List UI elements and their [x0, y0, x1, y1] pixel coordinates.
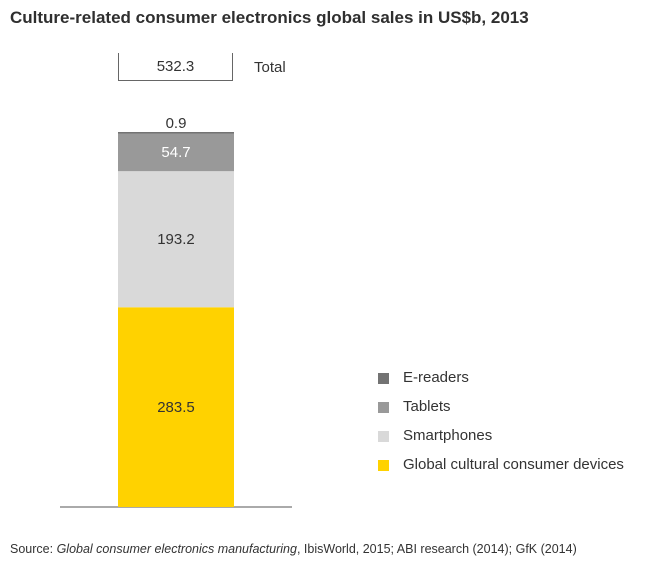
source-note: Source: Global consumer electronics manu… [10, 542, 577, 556]
total-label: Total [254, 59, 286, 76]
legend-label-e-readers: E-readers [403, 369, 469, 386]
data-label-tablets: 54.7 [161, 144, 190, 161]
bar-segment-tablets [118, 132, 234, 172]
chart-title: Culture-related consumer electronics glo… [10, 8, 529, 27]
source-prefix: Source: [10, 542, 57, 556]
legend-swatch-tablets [378, 402, 389, 413]
legend-swatch-smartphones [378, 431, 389, 442]
bar-segment-smartphones [118, 171, 234, 308]
legend-swatch-e-readers [378, 373, 389, 384]
source-rest: , IbisWorld, 2015; ABI research (2014); … [296, 542, 577, 556]
bar-segment-global-cultural-consumer-devices [118, 307, 234, 507]
legend-swatch-global-cultural-consumer-devices [378, 460, 389, 471]
data-label-global-cultural-consumer-devices: 283.5 [157, 399, 195, 416]
legend-label-smartphones: Smartphones [403, 427, 493, 444]
bar-segment-e-readers [118, 132, 234, 134]
legend-label-global-cultural-consumer-devices: Global cultural consumer devices [403, 456, 624, 473]
data-label-smartphones: 193.2 [157, 231, 195, 248]
legend-label-tablets: Tablets [403, 398, 451, 415]
data-label-e-readers: 0.9 [166, 115, 187, 132]
total-value-box: 532.3 [118, 53, 233, 81]
source-title: Global consumer electronics manufacturin… [56, 542, 297, 556]
